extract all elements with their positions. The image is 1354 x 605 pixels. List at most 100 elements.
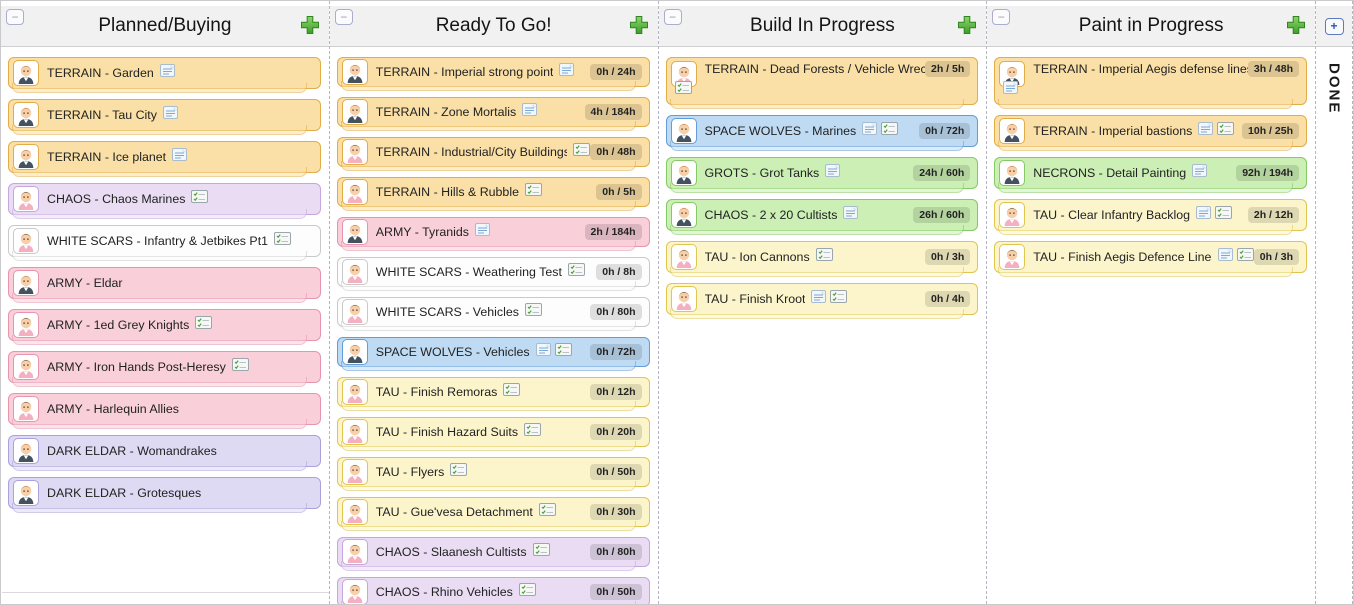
column-title: Build In Progress — [750, 15, 895, 36]
card[interactable]: TERRAIN - Imperial bastions 10h / 25h — [994, 115, 1307, 151]
checklist-icon — [1215, 206, 1233, 224]
note-icon — [1196, 206, 1212, 224]
card-title: DARK ELDAR - Grotesques — [47, 486, 202, 500]
card[interactable]: ARMY - 1ed Grey Knights — [8, 309, 321, 345]
add-card-button[interactable] — [298, 14, 322, 38]
add-card-button[interactable] — [955, 14, 979, 38]
card-title: TERRAIN - Industrial/City Buildings — [375, 145, 568, 159]
card[interactable]: ARMY - Tyranids 2h / 184h — [336, 217, 650, 251]
card[interactable]: ARMY - Iron Hands Post-Heresy — [8, 351, 321, 387]
card[interactable]: TAU - Gue'vesa Detachment 0h / 30h — [336, 497, 650, 531]
card[interactable]: DARK ELDAR - Grotesques — [8, 477, 321, 513]
collapse-column-button[interactable]: − — [6, 9, 24, 25]
card-icons — [195, 316, 213, 334]
column-done-collapsed: + DONE — [1316, 1, 1353, 604]
add-card-button[interactable] — [1284, 14, 1308, 38]
card-icons — [573, 143, 591, 161]
checklist-icon — [532, 543, 550, 561]
card-icons — [535, 343, 572, 361]
avatar-user-suit — [670, 118, 697, 144]
card-title: TAU - Flyers — [375, 465, 445, 479]
card[interactable]: TERRAIN - Hills & Rubble 0h / 5h — [336, 177, 650, 211]
card-icons — [524, 303, 542, 321]
expand-column-button[interactable]: + — [1324, 17, 1344, 35]
card[interactable]: SPACE WOLVES - Marines 0h / 72h — [665, 115, 979, 151]
time-badge: 4h / 184h — [584, 104, 642, 120]
checklist-icon — [231, 358, 249, 376]
card[interactable]: TERRAIN - Ice planet — [8, 141, 321, 177]
checklist-icon — [538, 503, 556, 521]
avatar-user-suit — [13, 480, 39, 506]
avatar-user-pink — [341, 539, 368, 565]
card[interactable]: CHAOS - Rhino Vehicles 0h / 50h — [336, 577, 650, 604]
checklist-icon — [524, 423, 542, 441]
card-title: TERRAIN - Garden — [47, 66, 154, 80]
card[interactable]: WHITE SCARS - Infantry & Jetbikes Pt1 — [8, 225, 321, 261]
time-badge: 0h / 50h — [590, 464, 642, 480]
card[interactable]: TAU - Ion Cannons 0h / 3h — [665, 241, 979, 277]
note-icon — [522, 103, 538, 121]
card-title: WHITE SCARS - Infantry & Jetbikes Pt1 — [47, 234, 269, 248]
avatar-user-suit — [341, 339, 368, 365]
card-icons — [1196, 206, 1233, 224]
card[interactable]: TERRAIN - Garden — [8, 57, 321, 93]
card-title: TAU - Clear Infantry Backlog — [1033, 208, 1191, 222]
card-icons — [524, 423, 542, 441]
card[interactable]: TAU - Finish Hazard Suits 0h / 20h — [336, 417, 650, 451]
card[interactable]: TAU - Clear Infantry Backlog 2h / 12h — [994, 199, 1307, 235]
done-column-header: + — [1316, 6, 1352, 47]
card[interactable]: TERRAIN - Imperial Aegis defense lines 3h… — [994, 57, 1307, 109]
collapse-column-button[interactable]: − — [334, 9, 353, 25]
card[interactable]: TERRAIN - Tau City — [8, 99, 321, 135]
time-badge: 92h / 194h — [1236, 165, 1299, 181]
card-icons — [274, 232, 292, 250]
avatar-user-pink — [341, 259, 368, 285]
card[interactable]: WHITE SCARS - Weathering Test 0h / 8h — [336, 257, 650, 291]
card[interactable]: CHAOS - Slaanesh Cultists 0h / 80h — [336, 537, 650, 571]
card-title: ARMY - Harlequin Allies — [47, 402, 179, 416]
card-title: ARMY - Iron Hands Post-Heresy — [47, 360, 226, 374]
plus-icon — [956, 16, 978, 39]
column-header: − Build In Progress — [658, 6, 987, 47]
card-title: ARMY - 1ed Grey Knights — [47, 318, 190, 332]
card-content: TERRAIN - Dead Forests / Vehicle Wrecks 2… — [674, 61, 971, 99]
card[interactable]: GROTS - Grot Tanks 24h / 60h — [665, 157, 979, 193]
column-title: DONE — [1325, 63, 1343, 115]
avatar-user-pink — [13, 396, 39, 422]
card[interactable]: CHAOS - 2 x 20 Cultists 26h / 60h — [665, 199, 979, 235]
card[interactable]: NECRONS - Detail Painting 92h / 194h — [994, 157, 1307, 193]
avatar-user-pink — [341, 459, 368, 485]
card[interactable]: TERRAIN - Imperial strong point 0h / 24h — [336, 57, 650, 91]
card-icons — [1198, 122, 1235, 140]
time-badge: 0h / 48h — [590, 144, 642, 160]
card[interactable]: WHITE SCARS - Vehicles 0h / 80h — [336, 297, 650, 331]
checklist-icon — [195, 316, 213, 334]
card[interactable]: TERRAIN - Industrial/City Buildings 0h / … — [336, 137, 650, 171]
card[interactable]: TERRAIN - Zone Mortalis 4h / 184h — [336, 97, 650, 131]
card-title: SPACE WOLVES - Marines — [704, 124, 857, 138]
time-badge: 0h / 8h — [596, 264, 642, 280]
card[interactable]: CHAOS - Chaos Marines — [8, 183, 321, 219]
card[interactable]: SPACE WOLVES - Vehicles 0h / 72h — [336, 337, 650, 371]
card-title: TERRAIN - Imperial bastions — [1033, 124, 1193, 138]
note-icon — [811, 290, 827, 308]
card[interactable]: TERRAIN - Dead Forests / Vehicle Wrecks 2… — [665, 57, 979, 109]
avatar-user-pink — [13, 354, 39, 380]
card[interactable]: TAU - Finish Kroot 0h / 4h — [665, 283, 979, 319]
collapse-column-button[interactable]: − — [663, 9, 682, 25]
card[interactable]: DARK ELDAR - Womandrakes — [8, 435, 321, 471]
checklist-icon — [830, 290, 848, 308]
card-icons — [518, 583, 536, 601]
plus-icon — [1285, 16, 1307, 39]
avatar-user-suit — [341, 99, 368, 125]
collapse-column-button[interactable]: − — [992, 9, 1011, 25]
card[interactable]: TAU - Flyers 0h / 50h — [336, 457, 650, 491]
card-icons — [524, 183, 542, 201]
card[interactable]: ARMY - Harlequin Allies — [8, 393, 321, 429]
card[interactable]: TAU - Finish Aegis Defence Lines 0h / 3h — [994, 241, 1307, 277]
add-card-button[interactable] — [627, 14, 651, 38]
card-icons — [559, 63, 575, 81]
card-line-1: TERRAIN - Imperial Aegis defense lines 3h… — [1033, 61, 1299, 77]
card[interactable]: ARMY - Eldar — [8, 267, 321, 303]
card[interactable]: TAU - Finish Remoras 0h / 12h — [336, 377, 650, 411]
